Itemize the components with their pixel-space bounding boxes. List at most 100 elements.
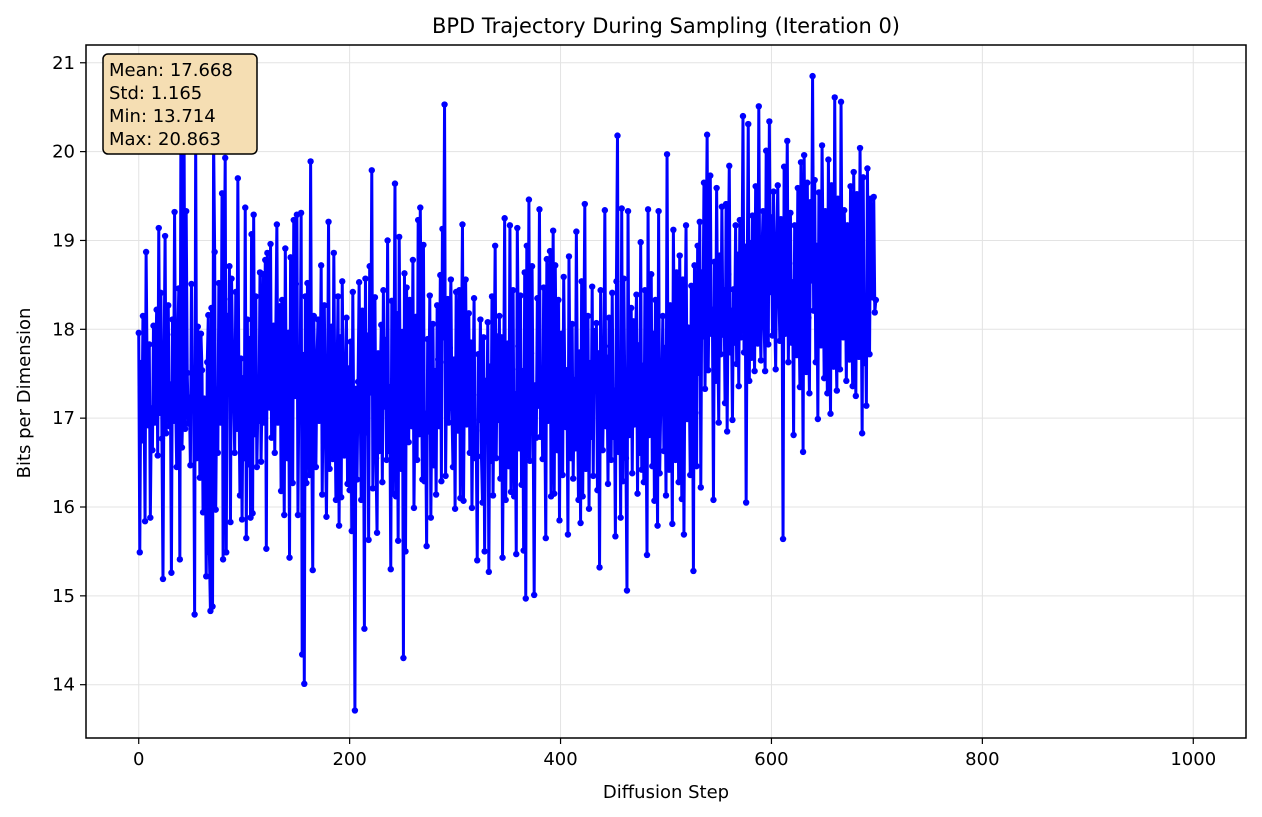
data-point <box>738 279 746 286</box>
data-point <box>823 279 830 287</box>
data-point <box>792 283 799 290</box>
data-point <box>402 548 409 555</box>
data-point <box>723 428 731 435</box>
data-point <box>778 271 786 279</box>
data-point <box>573 228 580 235</box>
data-point <box>401 270 408 277</box>
data-point <box>845 274 852 281</box>
x-tick-label: 400 <box>543 749 577 770</box>
data-point <box>329 455 336 463</box>
data-point <box>751 367 758 375</box>
data-point <box>336 334 344 341</box>
data-point <box>421 478 428 485</box>
data-point <box>799 448 807 456</box>
data-point <box>489 492 497 499</box>
data-point <box>435 356 442 363</box>
data-point <box>518 481 525 488</box>
data-point <box>767 288 774 296</box>
data-point <box>414 216 422 224</box>
data-point <box>226 263 233 270</box>
data-point <box>136 549 143 556</box>
data-point <box>797 159 805 166</box>
data-point <box>833 387 841 394</box>
data-point <box>375 447 383 455</box>
data-point <box>280 376 287 384</box>
data-point <box>513 550 520 558</box>
x-tick-label: 800 <box>965 749 999 770</box>
data-point <box>764 241 771 249</box>
data-point <box>590 472 597 480</box>
data-point <box>220 295 228 303</box>
data-point <box>491 242 499 249</box>
data-point <box>272 327 280 335</box>
data-point <box>771 303 778 311</box>
data-point <box>374 350 382 357</box>
data-point <box>446 344 454 352</box>
y-tick-label: 21 <box>52 53 75 74</box>
data-point <box>828 182 835 189</box>
data-point <box>795 304 803 312</box>
data-point <box>276 303 284 310</box>
data-point <box>587 433 595 441</box>
data-point <box>800 151 808 159</box>
data-point <box>151 419 158 426</box>
data-point <box>777 215 785 223</box>
data-point <box>312 463 320 471</box>
data-point <box>284 454 291 462</box>
data-point <box>673 269 680 276</box>
data-point <box>752 183 759 190</box>
data-point <box>248 231 255 238</box>
data-point <box>700 179 708 186</box>
data-point <box>245 461 252 468</box>
data-point <box>581 200 588 208</box>
data-point <box>217 419 225 426</box>
data-point <box>850 168 857 176</box>
data-point <box>493 454 500 462</box>
data-point <box>462 276 469 283</box>
data-point <box>662 492 670 499</box>
data-point <box>182 207 190 215</box>
data-point <box>847 183 854 190</box>
data-point <box>266 404 273 411</box>
data-point <box>854 259 862 266</box>
data-point <box>451 505 459 512</box>
data-point <box>660 447 668 455</box>
data-point <box>229 347 236 354</box>
y-tick-label: 14 <box>52 675 75 696</box>
data-point <box>703 131 711 138</box>
data-point <box>524 452 532 459</box>
data-point <box>300 351 307 359</box>
data-point <box>553 376 560 384</box>
data-point <box>251 430 258 438</box>
data-point <box>834 195 842 202</box>
data-point <box>137 359 145 367</box>
data-point <box>417 204 424 211</box>
data-point <box>380 287 387 294</box>
data-point <box>732 222 739 229</box>
data-point <box>411 393 419 401</box>
plot-frame <box>85 44 1247 739</box>
data-point <box>819 263 827 270</box>
data-point <box>425 428 432 435</box>
data-point <box>316 385 324 393</box>
data-point <box>326 465 333 472</box>
data-point <box>319 491 326 498</box>
data-point <box>141 518 149 525</box>
data-point <box>586 359 594 367</box>
data-point <box>277 487 285 495</box>
data-point <box>593 319 600 327</box>
data-point <box>761 367 769 375</box>
y-tick-label: 18 <box>52 319 75 340</box>
data-point <box>832 321 839 329</box>
data-point <box>753 294 760 301</box>
data-point <box>285 329 292 337</box>
data-point <box>830 363 837 370</box>
data-point <box>552 262 559 269</box>
data-point <box>785 358 792 366</box>
data-point <box>842 255 849 263</box>
data-point <box>822 207 829 215</box>
data-point <box>714 319 721 327</box>
y-tick-label: 15 <box>52 586 75 607</box>
data-point <box>138 437 146 444</box>
